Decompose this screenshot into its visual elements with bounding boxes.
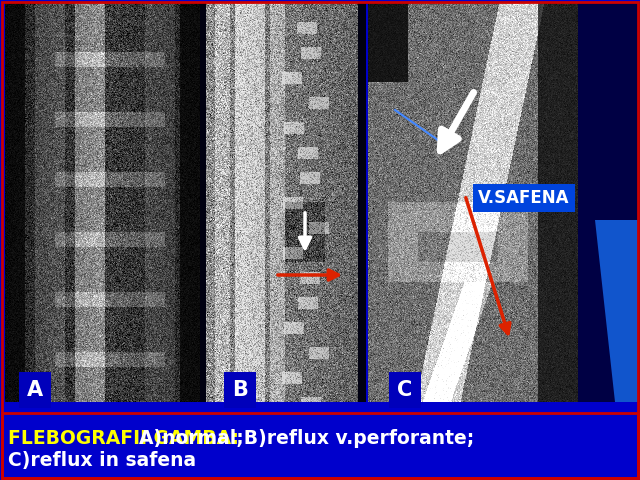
- Text: A)normal;B)reflux v.perforante;: A)normal;B)reflux v.perforante;: [140, 429, 475, 448]
- Polygon shape: [595, 220, 638, 402]
- Text: V.SAFENA: V.SAFENA: [478, 189, 570, 207]
- Text: B: B: [232, 380, 248, 400]
- Bar: [200, 2, 206, 402]
- Text: A: A: [27, 380, 43, 400]
- Text: C: C: [397, 380, 413, 400]
- Text: FLEBOGRAFII GAMBA:: FLEBOGRAFII GAMBA:: [8, 429, 239, 448]
- Bar: [2, 413, 638, 478]
- Bar: [358, 2, 366, 402]
- Bar: [578, 2, 640, 402]
- Text: C)reflux in safena: C)reflux in safena: [8, 451, 196, 470]
